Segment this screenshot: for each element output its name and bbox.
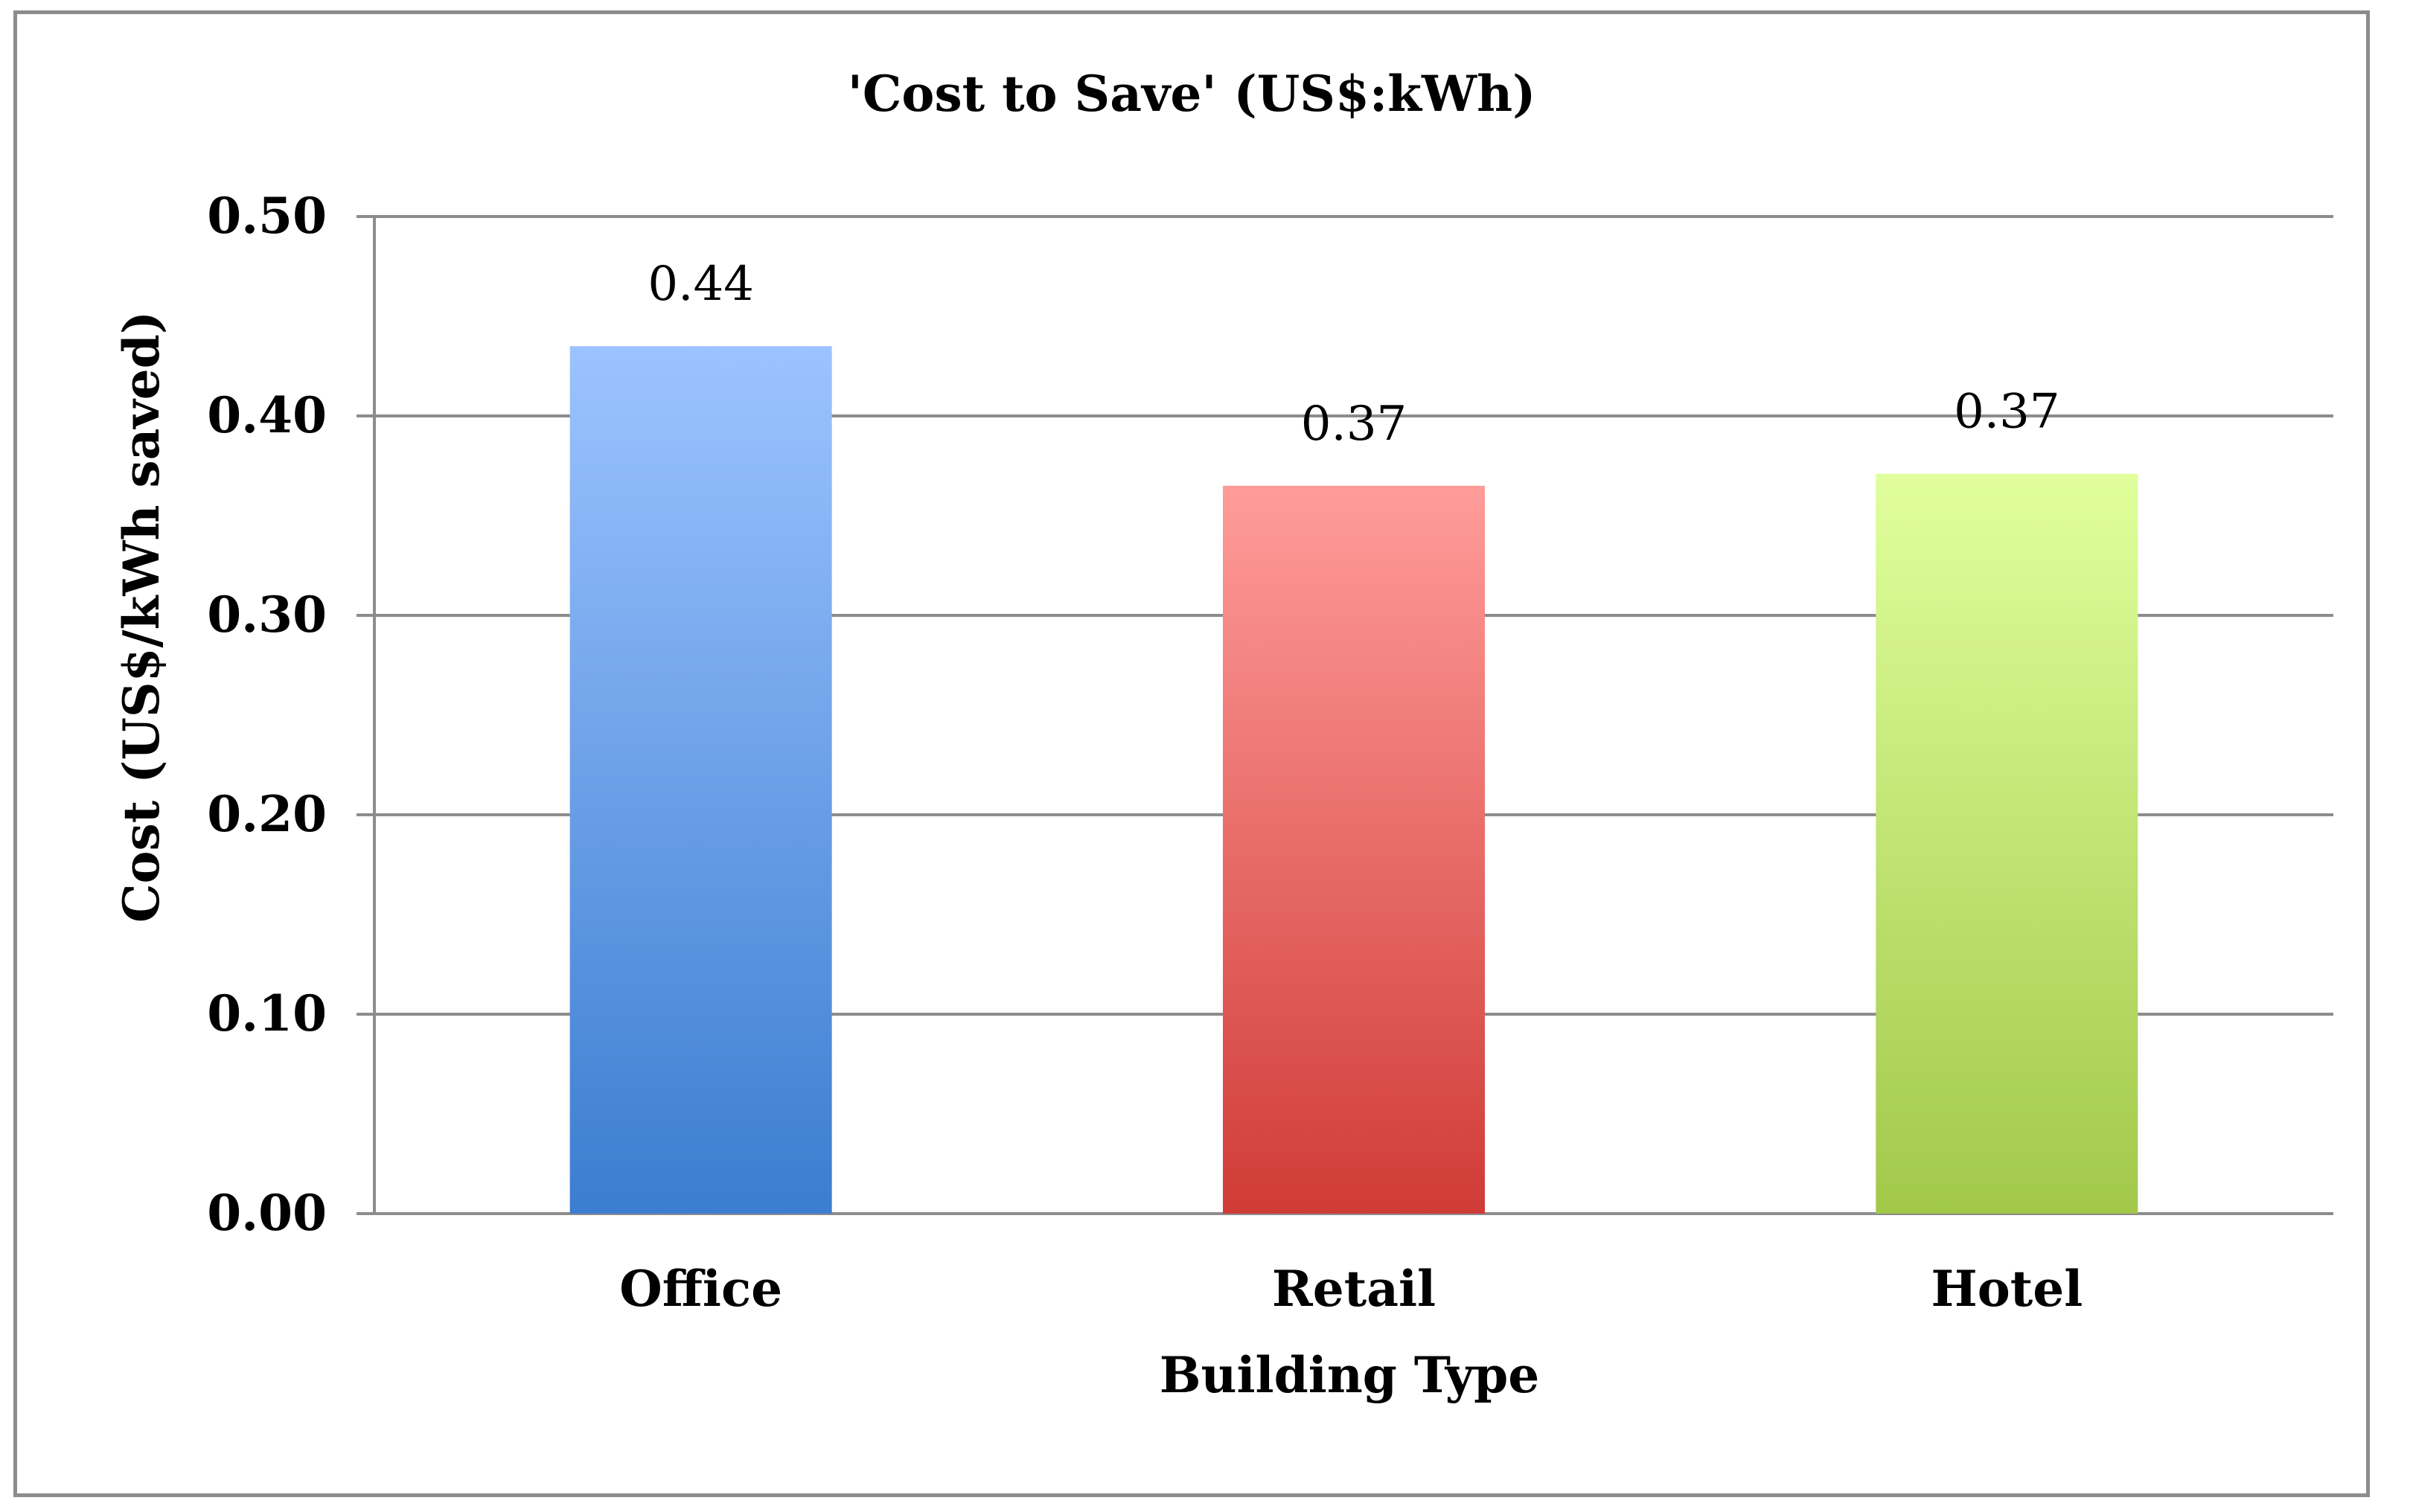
bar-retail <box>1223 485 1485 1214</box>
x-axis-label: Building Type <box>1160 1346 1540 1404</box>
bar-chart: 'Cost to Save' (US$:kWh) 0.00 0.10 0.20 0.3… <box>112 65 2333 1404</box>
data-labels: 0.44 0.37 0.37 <box>648 257 2059 452</box>
chart-frame: 'Cost to Save' (US$:kWh) 0.00 0.10 0.20 0.3… <box>13 10 2370 1497</box>
data-label: 0.44 <box>648 257 754 312</box>
chart-title: 'Cost to Save' (US$:kWh) <box>848 65 1536 123</box>
bar-office <box>569 346 832 1214</box>
y-tick-label: 0.00 <box>207 1184 327 1242</box>
x-tick-label: Retail <box>1272 1260 1436 1318</box>
y-tick-label: 0.30 <box>207 586 327 644</box>
y-axis-label: Cost (US$/kWh saved) <box>112 311 170 923</box>
y-tick-label: 0.40 <box>207 386 327 444</box>
y-axis-ticks: 0.00 0.10 0.20 0.30 0.40 0.50 <box>207 187 327 1242</box>
data-label: 0.37 <box>1301 397 1407 452</box>
y-tick-label: 0.10 <box>207 984 327 1042</box>
x-tick-label: Office <box>619 1260 782 1318</box>
x-axis-categories: Office Retail Hotel <box>619 1260 2083 1318</box>
y-tick-label: 0.50 <box>207 187 327 245</box>
bars <box>569 346 2138 1214</box>
y-tick-label: 0.20 <box>207 785 327 843</box>
data-label: 0.37 <box>1954 385 2060 440</box>
bar-hotel <box>1876 473 2138 1214</box>
x-tick-label: Hotel <box>1931 1260 2083 1318</box>
